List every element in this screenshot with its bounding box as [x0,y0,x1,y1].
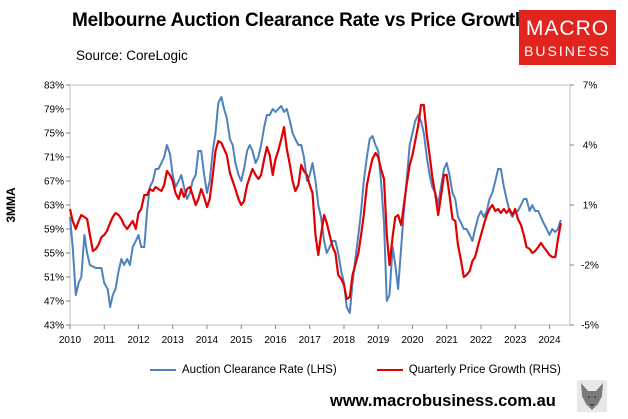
legend-label-price: Quarterly Price Growth (RHS) [408,364,561,376]
x-axis-tick-label: 2017 [299,335,322,346]
left-axis-tick-label: 71% [44,153,64,164]
x-axis-tick-label: 2020 [401,335,424,346]
price-growth-line [68,103,562,301]
left-axis-tick-label: 55% [44,249,64,260]
left-axis-tick-label: 63% [44,201,64,212]
x-axis-tick-label: 2024 [538,335,561,346]
left-axis-tick-label: 59% [44,225,64,236]
x-axis-tick-label: 2015 [230,335,253,346]
x-axis-tick-label: 2012 [127,335,150,346]
right-axis-tick-label: 1% [583,201,598,212]
clearance-rate-line [69,96,562,314]
x-axis-tick-label: 2011 [93,335,115,346]
left-axis-tick-label: 83% [44,81,64,92]
x-axis-tick-label: 2014 [196,335,219,346]
plot-area [69,84,571,326]
x-axis-tick-label: 2013 [162,335,185,346]
wolf-icon [577,380,607,412]
right-axis-tick-label: 7% [583,81,598,92]
logo-line-2: BUSINESS [524,43,611,59]
x-axis-tick-label: 2010 [59,335,82,346]
x-axis-tick-label: 2018 [333,335,356,346]
left-axis-tick-label: 51% [44,273,64,284]
chart-source: Source: CoreLogic [76,48,188,63]
x-axis-tick-label: 2023 [504,335,527,346]
logo-line-1: MACRO [525,17,610,40]
x-axis-tick-label: 2021 [436,335,459,346]
footer-url: www.macrobusiness.com.au [330,392,556,410]
macrobusiness-logo: MACRO BUSINESS [519,10,616,65]
right-axis-tick-label: -5% [581,321,599,332]
left-axis-tick-label: 75% [44,129,64,140]
x-axis-tick-label: 2016 [264,335,287,346]
right-axis-tick-label: 4% [583,141,598,152]
left-axis-tick-label: 43% [44,321,64,332]
legend-swatch-clearance [150,369,176,371]
x-axis-tick-label: 2019 [367,335,390,346]
legend-item-price: Quarterly Price Growth (RHS) [376,364,561,376]
x-axis-tick-label: 2022 [470,335,493,346]
left-axis-tick-label: 67% [44,177,64,188]
chart-legend: Auction Clearance Rate (LHS) Quarterly P… [150,364,601,376]
left-axis-tick-label: 47% [44,297,64,308]
legend-label-clearance: Auction Clearance Rate (LHS) [182,364,337,376]
right-axis-tick-label: -2% [581,261,599,272]
left-axis-tick-label: 79% [44,105,64,116]
legend-swatch-price [376,369,403,371]
legend-item-clearance: Auction Clearance Rate (LHS) [150,364,337,376]
chart-title: Melbourne Auction Clearance Rate vs Pric… [72,10,527,31]
y-axis-label: 3MMA [4,187,18,223]
